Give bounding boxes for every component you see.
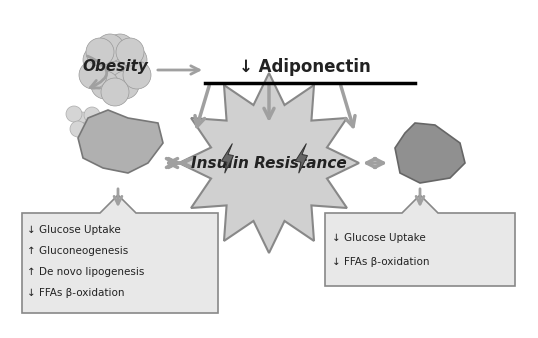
Circle shape (101, 56, 129, 84)
Text: ↓ Glucose Uptake: ↓ Glucose Uptake (332, 233, 426, 243)
Circle shape (106, 34, 134, 62)
Text: ↓ Glucose Uptake: ↓ Glucose Uptake (27, 225, 121, 235)
Circle shape (79, 61, 107, 89)
Circle shape (84, 107, 100, 123)
Text: ↓ Adiponectin: ↓ Adiponectin (239, 58, 371, 76)
Circle shape (96, 34, 124, 62)
Circle shape (123, 61, 151, 89)
Circle shape (66, 106, 82, 122)
Text: ↓ FFAs β-oxidation: ↓ FFAs β-oxidation (332, 257, 429, 267)
Circle shape (86, 38, 114, 66)
Polygon shape (295, 144, 308, 173)
Circle shape (91, 71, 119, 99)
Circle shape (119, 46, 147, 74)
Text: Obesity: Obesity (82, 58, 148, 73)
Text: ↓ FFAs β-oxidation: ↓ FFAs β-oxidation (27, 288, 124, 298)
FancyArrowPatch shape (88, 56, 107, 88)
Circle shape (78, 122, 94, 138)
Polygon shape (222, 144, 233, 173)
Circle shape (116, 38, 144, 66)
Circle shape (74, 112, 90, 128)
Circle shape (70, 121, 86, 137)
Circle shape (83, 46, 111, 74)
Polygon shape (395, 123, 465, 183)
Polygon shape (22, 195, 218, 313)
Circle shape (101, 78, 129, 106)
Polygon shape (78, 110, 163, 173)
Text: ↑ De novo lipogenesis: ↑ De novo lipogenesis (27, 267, 144, 277)
Polygon shape (179, 73, 359, 253)
Text: Insulin Resistance: Insulin Resistance (191, 155, 347, 170)
Text: ↑ Gluconeogenesis: ↑ Gluconeogenesis (27, 246, 128, 256)
Circle shape (111, 71, 139, 99)
Polygon shape (325, 195, 515, 286)
